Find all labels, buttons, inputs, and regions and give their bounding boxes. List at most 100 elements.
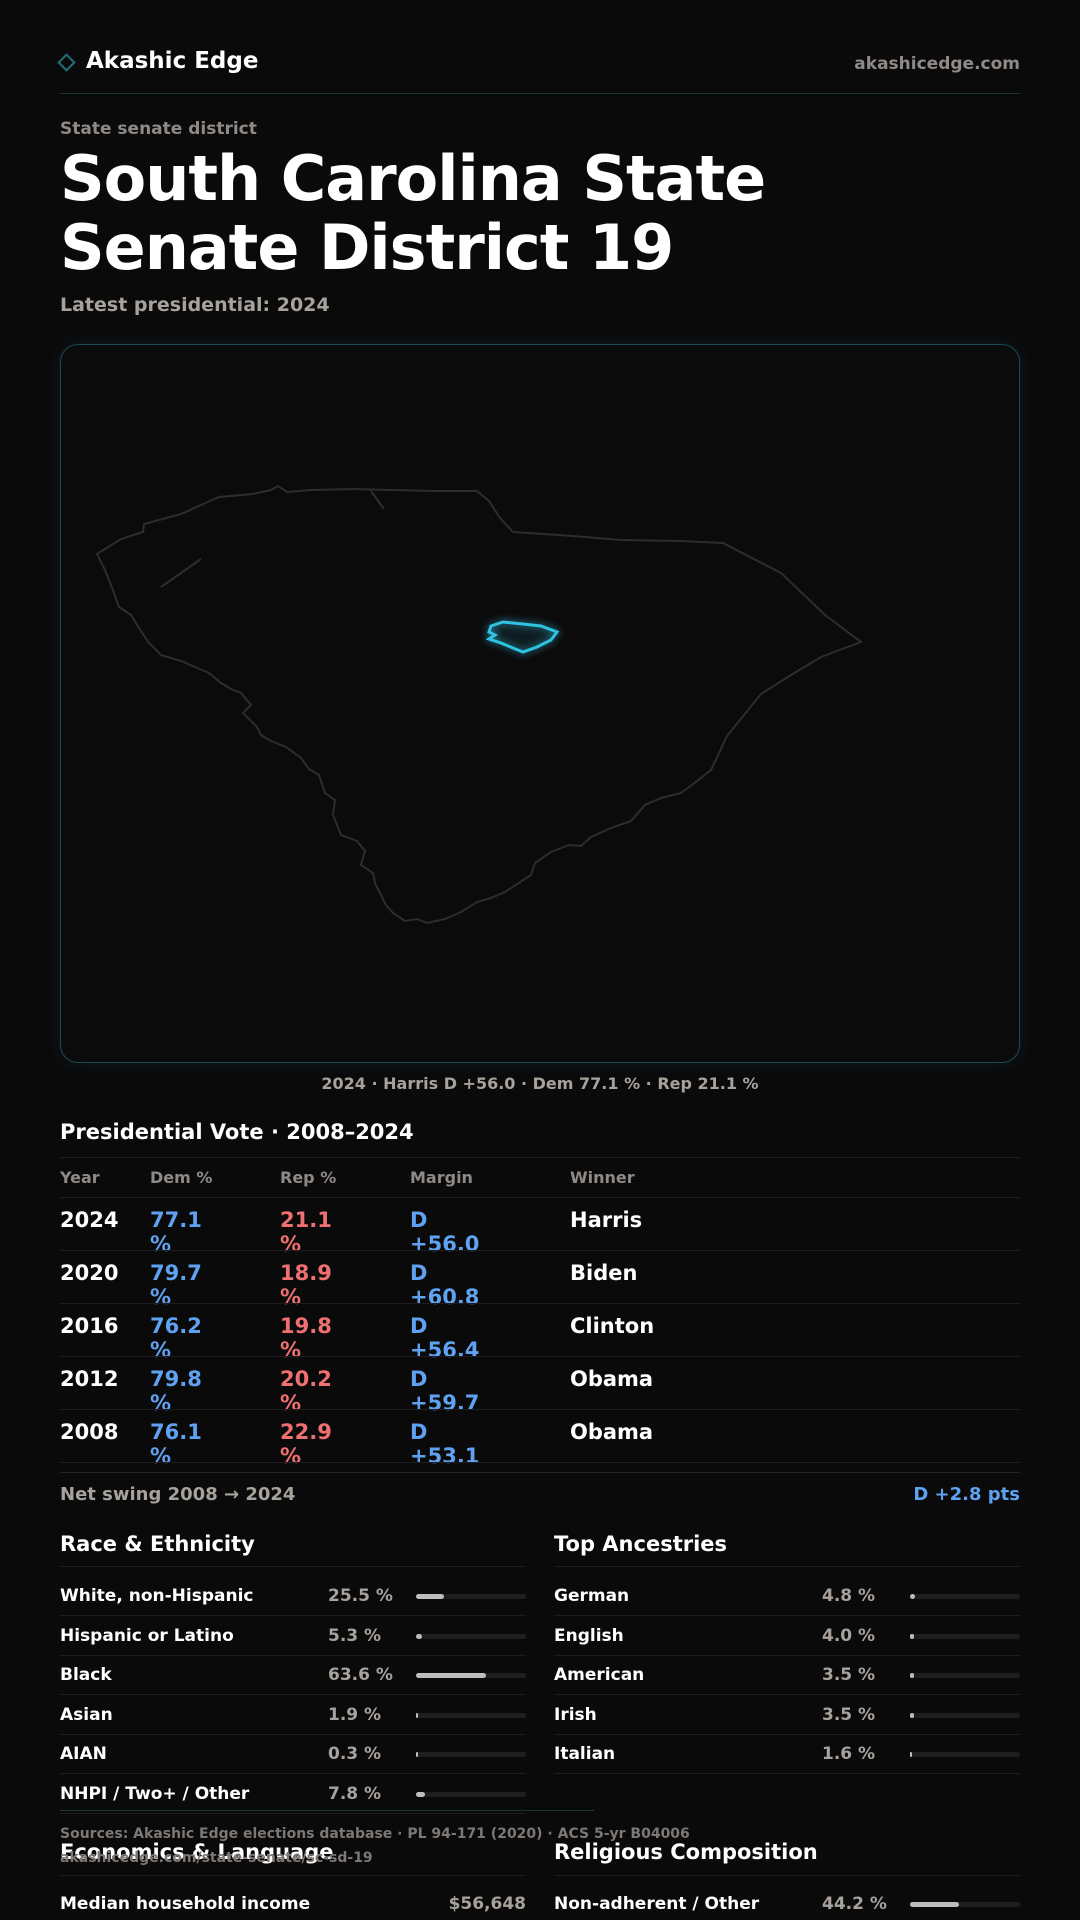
ancestry-item-label: English	[554, 1625, 624, 1646]
footer-divider	[60, 1810, 594, 1811]
net-swing-value: D +2.8 pts	[913, 1484, 1020, 1505]
cell-year: 2016	[60, 1314, 119, 1338]
divider	[60, 1250, 1020, 1251]
divider	[554, 1694, 1020, 1696]
cell-dem-pct: 76.2 %	[150, 1314, 202, 1362]
race-item-bar-track	[416, 1594, 526, 1599]
ancestry-item-bar-fill	[910, 1712, 914, 1718]
divider	[60, 1654, 526, 1656]
divider	[554, 1875, 1020, 1876]
race-item-label: NHPI / Two+ / Other	[60, 1784, 250, 1804]
median-income-label: Median household income	[60, 1894, 311, 1914]
cell-year: 2024	[60, 1208, 119, 1232]
col-header-winner: Winner	[570, 1168, 635, 1187]
state-inner-line-2	[370, 490, 385, 510]
divider	[554, 1654, 1020, 1656]
divider	[60, 1875, 526, 1876]
header-divider	[60, 93, 1020, 94]
divider	[60, 1157, 1020, 1158]
religion-bar-fill	[910, 1902, 959, 1907]
ancestry-item-bar-track	[910, 1752, 1020, 1758]
ancestry-item-pct: 1.6 %	[822, 1744, 876, 1765]
religion-item-pct: 44.2 %	[822, 1894, 887, 1914]
race-item-pct: 25.5 %	[328, 1586, 393, 1606]
race-item-bar-fill	[416, 1712, 419, 1718]
ancestry-item-bar-fill	[910, 1594, 916, 1599]
race-item-bar-fill	[416, 1633, 422, 1639]
footer-url-link[interactable]: akashicedge.com/state-senate/sc-sd-19	[60, 1850, 373, 1866]
ancestry-item-label: Irish	[554, 1704, 597, 1725]
district-map[interactable]	[60, 344, 1020, 1063]
cell-dem-pct: 76.1 %	[150, 1420, 202, 1468]
ancestry-item-pct: 3.5 %	[822, 1665, 876, 1686]
race-item-bar-fill	[416, 1594, 445, 1599]
ancestry-item-pct: 3.5 %	[822, 1704, 876, 1725]
race-item-pct: 7.8 %	[328, 1784, 382, 1804]
state-map-svg	[95, 484, 864, 925]
cell-dem-pct: 77.1 %	[150, 1208, 202, 1256]
col-header-year: Year	[60, 1168, 100, 1187]
cell-winner: Harris	[570, 1208, 643, 1232]
race-item-pct: 0.3 %	[328, 1744, 382, 1765]
race-item-pct: 63.6 %	[328, 1665, 393, 1686]
cell-rep-pct: 18.9 %	[280, 1261, 332, 1309]
race-item-label: Black	[60, 1665, 112, 1686]
race-section-title: Race & Ethnicity	[60, 1532, 255, 1556]
divider	[554, 1773, 1020, 1775]
cell-winner: Obama	[570, 1420, 654, 1444]
page-title: South Carolina State Senate District 19	[60, 142, 766, 284]
race-item-pct: 1.9 %	[328, 1704, 382, 1725]
divider	[60, 1773, 526, 1775]
race-item-bar-fill	[416, 1752, 418, 1758]
religion-bar-track	[910, 1902, 1020, 1907]
page-eyebrow: State senate district	[60, 119, 257, 139]
divider	[554, 1615, 1020, 1616]
divider	[60, 1462, 1020, 1463]
cell-rep-pct: 19.8 %	[280, 1314, 332, 1362]
ancestry-item-bar-track	[910, 1673, 1020, 1679]
divider	[554, 1566, 1020, 1567]
divider	[60, 1813, 526, 1814]
cell-rep-pct: 21.1 %	[280, 1208, 332, 1256]
divider	[60, 1733, 526, 1735]
divider	[60, 1197, 1020, 1198]
race-item-bar-track	[416, 1792, 526, 1797]
race-item-bar-fill	[416, 1673, 486, 1679]
cell-margin: D +60.8	[410, 1261, 480, 1309]
ancestry-item-pct: 4.0 %	[822, 1625, 876, 1646]
cell-year: 2012	[60, 1367, 119, 1391]
religion-section-title: Religious Composition	[554, 1840, 818, 1864]
site-url-link[interactable]: akashicedge.com	[854, 54, 1020, 74]
ancestry-item-bar-fill	[910, 1673, 914, 1679]
race-item-bar-track	[416, 1633, 526, 1639]
race-item-label: Hispanic or Latino	[60, 1625, 234, 1646]
race-item-label: White, non-Hispanic	[60, 1586, 254, 1606]
divider	[554, 1733, 1020, 1735]
ancestry-item-bar-fill	[910, 1633, 915, 1639]
cell-margin: D +59.7	[410, 1367, 480, 1415]
race-item-bar-fill	[416, 1792, 425, 1797]
state-inner-line-1	[160, 558, 202, 588]
cell-winner: Biden	[570, 1261, 638, 1285]
map-caption: 2024 · Harris D +56.0 · Dem 77.1 % · Rep…	[321, 1074, 759, 1093]
median-income-value: $56,648	[448, 1894, 526, 1914]
ancestry-item-bar-track	[910, 1712, 1020, 1718]
divider	[60, 1615, 526, 1616]
divider	[60, 1694, 526, 1696]
district-highlight	[485, 620, 560, 654]
ancestry-item-bar-track	[910, 1594, 1020, 1599]
race-item-label: AIAN	[60, 1744, 107, 1765]
cell-rep-pct: 20.2 %	[280, 1367, 332, 1415]
cell-winner: Obama	[570, 1367, 654, 1391]
brand-name[interactable]: Akashic Edge	[86, 48, 259, 74]
brand-logo-icon	[57, 53, 76, 72]
col-header-rep: Rep %	[280, 1168, 337, 1187]
divider	[60, 1356, 1020, 1357]
state-outline	[95, 484, 864, 925]
col-header-margin: Margin	[410, 1168, 473, 1187]
net-swing-label: Net swing 2008 → 2024	[60, 1484, 296, 1505]
race-item-label: Asian	[60, 1704, 113, 1725]
ancestry-item-pct: 4.8 %	[822, 1586, 876, 1606]
ancestry-item-label: American	[554, 1665, 645, 1686]
race-item-bar-track	[416, 1752, 526, 1758]
